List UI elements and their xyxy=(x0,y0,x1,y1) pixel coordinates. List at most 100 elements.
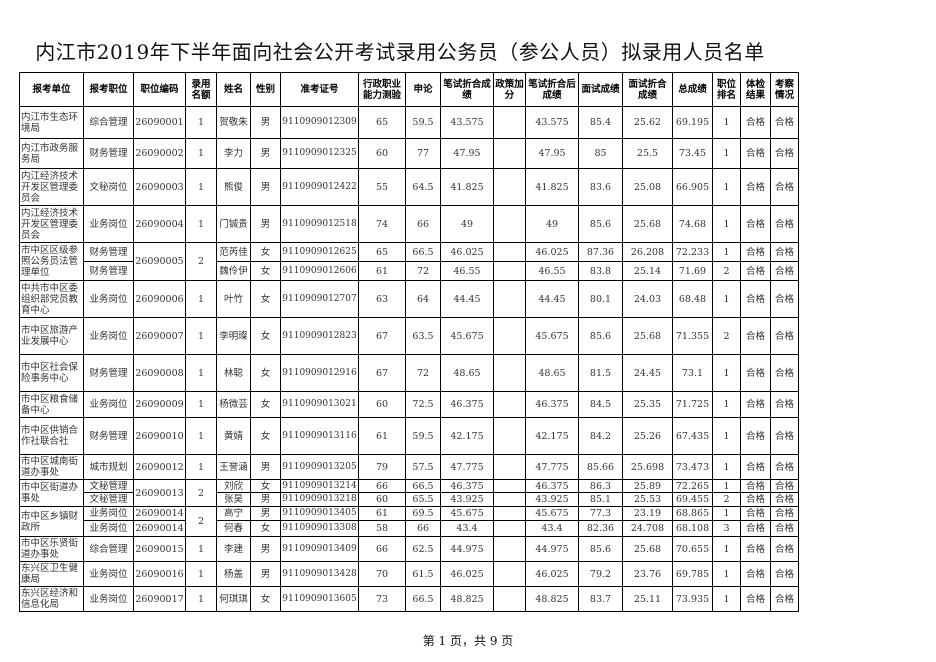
review-result-cell: 合格 xyxy=(770,205,799,243)
total-score-cell: 73.935 xyxy=(672,586,713,612)
name-cell: 李明璨 xyxy=(216,317,251,355)
name-cell: 范芮佳 xyxy=(216,242,251,262)
unit-cell: 市中区乡镇财政所 xyxy=(19,506,84,537)
interview-score-cell: 81.5 xyxy=(578,354,623,392)
written-converted-cell: 47.775 xyxy=(440,454,494,480)
total-score-cell: 73.45 xyxy=(672,138,713,169)
bonus-cell xyxy=(493,138,526,169)
quota-cell: 1 xyxy=(185,391,217,418)
post-code-cell: 26090014 xyxy=(133,506,186,521)
total-score-cell: 69.195 xyxy=(672,106,713,139)
aptitude-score-cell: 66 xyxy=(358,479,406,493)
gender-cell: 女 xyxy=(250,317,281,355)
gender-cell: 男 xyxy=(250,561,281,587)
medical-result-cell: 合格 xyxy=(740,454,771,480)
aptitude-score-cell: 61 xyxy=(358,506,406,521)
rank-cell: 1 xyxy=(712,479,741,493)
interview-score-cell: 85.6 xyxy=(578,205,623,243)
essay-score-cell: 59.5 xyxy=(405,417,441,455)
rank-cell: 3 xyxy=(712,520,741,537)
exam-id-cell: 9110909013405 xyxy=(280,506,359,521)
essay-score-cell: 66.5 xyxy=(405,242,441,262)
post-code-cell: 26090001 xyxy=(133,106,186,139)
review-result-cell: 合格 xyxy=(770,561,799,587)
gender-cell: 男 xyxy=(250,205,281,243)
rank-cell: 1 xyxy=(712,138,741,169)
total-score-cell: 66.905 xyxy=(672,168,713,206)
medical-result-cell: 合格 xyxy=(740,391,771,418)
aptitude-score-cell: 60 xyxy=(358,138,406,169)
quota-cell: 1 xyxy=(185,168,217,206)
essay-score-cell: 72.5 xyxy=(405,391,441,418)
interview-score-cell: 87.36 xyxy=(578,242,623,262)
exam-id-cell: 9110909012707 xyxy=(280,280,359,318)
interview-score-cell: 84.2 xyxy=(578,417,623,455)
review-result-cell: 合格 xyxy=(770,317,799,355)
essay-score-cell: 66.5 xyxy=(405,586,441,612)
interview-converted-cell: 24.45 xyxy=(622,354,673,392)
interview-converted-cell: 25.53 xyxy=(622,492,673,507)
exam-id-cell: 9110909012422 xyxy=(280,168,359,206)
total-score-cell: 68.865 xyxy=(672,506,713,521)
table-row: 内江市政务服务局 财务管理 26090002 1 李力男 9110909012325 60 7… xyxy=(19,138,799,169)
review-result-cell: 合格 xyxy=(770,492,799,507)
bonus-cell xyxy=(493,106,526,139)
post-cell: 财务管理 xyxy=(83,354,134,392)
written-final-cell: 47.775 xyxy=(525,454,579,480)
written-final-cell: 45.675 xyxy=(525,506,579,521)
review-result-cell: 合格 xyxy=(770,354,799,392)
interview-converted-cell: 25.5 xyxy=(622,138,673,169)
quota-cell: 1 xyxy=(185,561,217,587)
review-result-cell: 合格 xyxy=(770,106,799,139)
aptitude-score-cell: 79 xyxy=(358,454,406,480)
interview-converted-cell: 25.698 xyxy=(622,454,673,480)
table-row: 市中区粮食储备中心 业务岗位 26090009 1 杨微芸女 9110909013021 6… xyxy=(19,391,799,418)
quota-cell: 1 xyxy=(185,354,217,392)
table-row: 市中区社会保险事务中心 财务管理 26090008 1 林聪女 9110909012916… xyxy=(19,354,799,392)
essay-score-cell: 66 xyxy=(405,520,441,537)
table-row: 市中区供销合作社联合社 财务管理 26090010 1 黄婧女 9110909013116… xyxy=(19,417,799,455)
post-code-cell: 26090006 xyxy=(133,280,186,318)
post-code-cell: 26090004 xyxy=(133,205,186,243)
bonus-cell xyxy=(493,205,526,243)
post-code-cell: 26090014 xyxy=(133,520,186,537)
gender-cell: 男 xyxy=(250,454,281,480)
medical-result-cell: 合格 xyxy=(740,280,771,318)
quota-cell: 1 xyxy=(185,454,217,480)
exam-id-cell: 9110909012518 xyxy=(280,205,359,243)
rank-cell: 1 xyxy=(712,168,741,206)
total-score-cell: 72.233 xyxy=(672,242,713,262)
candidate-table: 报考单位 报考职位 职位编码 录用名额 姓名 性别 准考证号 行政职业能力测验 申论 笔试折合成绩… xyxy=(19,72,799,612)
post-code-cell: 26090005 xyxy=(133,242,186,281)
gender-cell: 男 xyxy=(250,506,281,521)
essay-score-cell: 62.5 xyxy=(405,536,441,562)
interview-score-cell: 85.66 xyxy=(578,454,623,480)
medical-result-cell: 合格 xyxy=(740,417,771,455)
bonus-cell xyxy=(493,354,526,392)
written-final-cell: 48.65 xyxy=(525,354,579,392)
written-final-cell: 41.825 xyxy=(525,168,579,206)
exam-id-cell: 9110909013605 xyxy=(280,586,359,612)
bonus-cell xyxy=(493,520,526,537)
unit-cell: 内江市生态环境局 xyxy=(19,106,84,139)
column-header: 面试成绩 xyxy=(578,72,623,107)
unit-cell: 内江经济技术开发区管理委员会 xyxy=(19,205,84,243)
interview-score-cell: 79.2 xyxy=(578,561,623,587)
essay-score-cell: 77 xyxy=(405,138,441,169)
column-header: 面试折合成绩 xyxy=(622,72,673,107)
page-footer: 第 1 页，共 9 页 xyxy=(422,634,514,648)
quota-cell: 1 xyxy=(185,417,217,455)
review-result-cell: 合格 xyxy=(770,506,799,521)
essay-score-cell: 64 xyxy=(405,280,441,318)
quota-cell: 2 xyxy=(185,506,217,537)
total-score-cell: 70.655 xyxy=(672,536,713,562)
written-converted-cell: 47.95 xyxy=(440,138,494,169)
rank-cell: 1 xyxy=(712,391,741,418)
written-converted-cell: 46.375 xyxy=(440,391,494,418)
name-cell: 杨盖 xyxy=(216,561,251,587)
written-converted-cell: 43.925 xyxy=(440,492,494,507)
exam-id-cell: 9110909013205 xyxy=(280,454,359,480)
total-score-cell: 69.455 xyxy=(672,492,713,507)
bonus-cell xyxy=(493,454,526,480)
bonus-cell xyxy=(493,492,526,507)
